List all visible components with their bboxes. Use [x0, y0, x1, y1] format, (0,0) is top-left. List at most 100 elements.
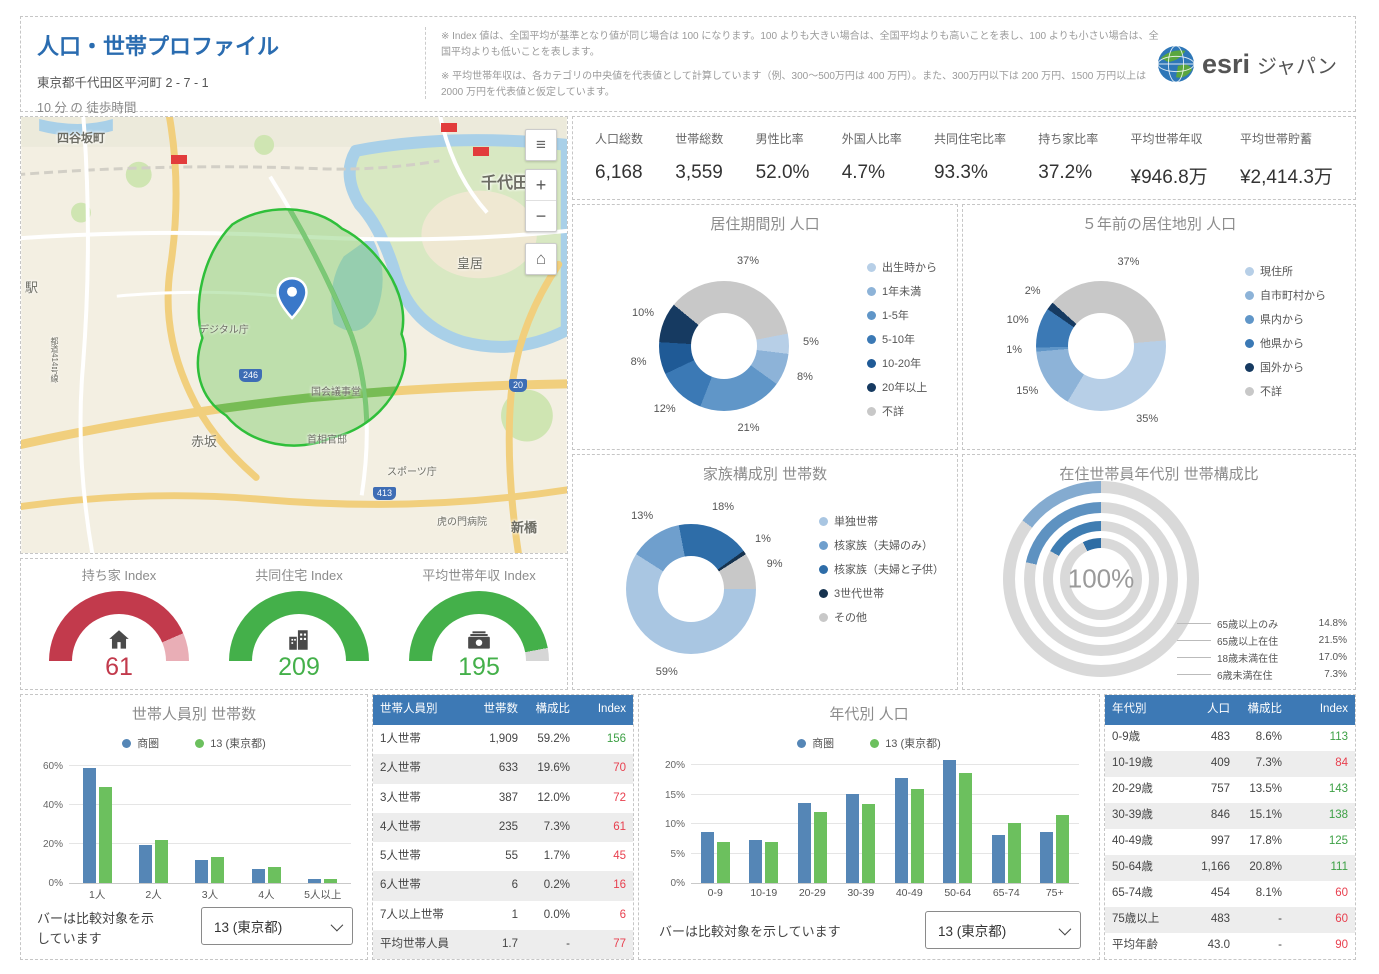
cell: 1: [465, 909, 525, 922]
cell: 6: [577, 909, 633, 922]
cell: 111: [1289, 861, 1355, 874]
age-panel: 年代別 人口 商圏13 (東京都) 0%5%10%15%20%0-910-192…: [638, 694, 1100, 960]
bar-商圏[interactable]: [139, 845, 152, 883]
leader-line: [1177, 674, 1211, 675]
bar-13 (東京都)[interactable]: [1008, 823, 1021, 883]
globe-icon: [1157, 45, 1195, 83]
bar-group: 4人: [252, 867, 281, 883]
legend-item: 商圏: [797, 735, 834, 751]
bar-13 (東京都)[interactable]: [862, 804, 875, 883]
legend-swatch: [797, 739, 806, 748]
bar-13 (東京都)[interactable]: [765, 842, 778, 883]
map-legend-button[interactable]: ≡: [525, 129, 557, 161]
ring-value: 21.5%: [1319, 635, 1347, 646]
bar-商圏[interactable]: [798, 803, 811, 883]
ring-legend-row: 65歳以上のみ14.8%: [1177, 615, 1347, 632]
legend-swatch: [819, 613, 828, 622]
stat-value: ¥2,414.3万: [1240, 162, 1333, 189]
family-legend: 単独世帯核家族（夫婦のみ）核家族（夫婦と子供）3世代世帯その他: [819, 513, 944, 625]
zoom-out-button[interactable]: −: [526, 201, 556, 231]
composition-ring-chart[interactable]: 100%: [1003, 481, 1199, 677]
map-canvas[interactable]: [21, 117, 567, 553]
donut-percent-label: 1%: [998, 344, 1030, 356]
bar-13 (東京都)[interactable]: [717, 842, 730, 883]
stat-label: 世帯総数: [675, 130, 723, 147]
legend-label: 他県から: [1260, 335, 1304, 351]
stat-label: 男性比率: [756, 130, 810, 147]
x-tick-label: 5人以上: [304, 887, 341, 902]
x-tick-label: 75+: [1046, 887, 1064, 899]
legend-item: 国外から: [1245, 359, 1326, 375]
cell: 72: [577, 792, 633, 805]
gauge-value: 209: [229, 653, 369, 682]
zoom-in-button[interactable]: +: [526, 170, 556, 200]
household-size-bar-chart[interactable]: 0%20%40%60%1人2人3人4人5人以上: [69, 765, 351, 884]
bar-商圏[interactable]: [846, 794, 859, 883]
gauge-owned-home: 持ち家 Index 61: [49, 565, 189, 682]
cell: 1.7: [465, 938, 525, 951]
table-row: 平均世帯人員1.7-77: [373, 930, 633, 959]
legend-item: 他県から: [1245, 335, 1326, 351]
bar-13 (東京都)[interactable]: [1056, 815, 1069, 883]
donut-percent-label: 8%: [623, 356, 655, 368]
donut-percent-label: 21%: [733, 422, 765, 434]
cell: 483: [1181, 731, 1237, 744]
legend-swatch: [1245, 387, 1254, 396]
bar-商圏[interactable]: [252, 869, 265, 883]
ring-label: 65歳以上のみ: [1217, 616, 1278, 631]
bar-13 (東京都)[interactable]: [155, 840, 168, 883]
bar-13 (東京都)[interactable]: [268, 867, 281, 883]
title-block: 人口・世帯プロファイル 東京都千代田区平河町 2 - 7 - 1 10 分 の …: [37, 29, 417, 116]
bar-13 (東京都)[interactable]: [99, 787, 112, 883]
legend-swatch: [867, 359, 876, 368]
family-donut-chart[interactable]: 59%13%18%1%9%: [626, 524, 756, 654]
bar-商圏[interactable]: [749, 840, 762, 883]
bar-13 (東京都)[interactable]: [959, 773, 972, 883]
bar-商圏[interactable]: [992, 835, 1005, 883]
household-table-panel: 世帯人員別世帯数構成比Index1人世帯1,90959.2%1562人世帯633…: [372, 694, 634, 960]
bar-商圏[interactable]: [308, 879, 321, 883]
cell: 997: [1181, 835, 1237, 848]
legend-item: その他: [819, 609, 944, 625]
cell: 45: [577, 850, 633, 863]
bar-商圏[interactable]: [83, 768, 96, 883]
stat-label: 共同住宅比率: [934, 130, 1006, 147]
stat-label: 人口総数: [595, 130, 643, 147]
legend-label: 国外から: [1260, 359, 1304, 375]
ring-label: 6歳未満在住: [1217, 667, 1273, 682]
bar-13 (東京都)[interactable]: [814, 812, 827, 883]
comparison-note: バーは比較対象を示しています: [659, 922, 841, 942]
cell: 0.2%: [525, 879, 577, 892]
cell: 50-64歳: [1105, 861, 1181, 874]
bar-13 (東京都)[interactable]: [211, 857, 224, 883]
gauge-income: 平均世帯年収 Index 195: [409, 565, 549, 682]
y-tick-label: 0%: [29, 878, 63, 889]
gauge-title: 共同住宅 Index: [229, 565, 369, 584]
section-title: 世帯人員別 世帯数: [21, 703, 367, 724]
home-extent-button[interactable]: ⌂: [525, 243, 557, 275]
cell: 757: [1181, 783, 1237, 796]
bar-商圏[interactable]: [701, 832, 714, 883]
comparison-select[interactable]: 13 (東京都): [201, 907, 353, 945]
stat-label: 持ち家比率: [1038, 130, 1098, 147]
comparison-select[interactable]: 13 (東京都): [925, 911, 1081, 949]
bar-13 (東京都)[interactable]: [911, 789, 924, 883]
residence-donut-chart[interactable]: 35%15%1%10%2%37%: [1036, 281, 1166, 411]
residence-legend: 現住所自市町村から県内から他県から国外から不詳: [1245, 263, 1326, 399]
donut-percent-label: 15%: [1011, 385, 1043, 397]
bar-13 (東京都)[interactable]: [324, 879, 337, 883]
donut-percent-label: 13%: [626, 510, 658, 522]
age-bar-chart[interactable]: 0%5%10%15%20%0-910-1920-2930-3940-4950-6…: [691, 765, 1079, 884]
bar-商圏[interactable]: [1040, 832, 1053, 883]
bar-商圏[interactable]: [895, 778, 908, 883]
cell: -: [525, 938, 577, 951]
duration-donut-chart[interactable]: 5%8%21%12%8%10%37%: [659, 281, 789, 411]
bar-商圏[interactable]: [943, 760, 956, 883]
legend-label: その他: [834, 609, 867, 625]
legend-label: 商圏: [812, 735, 834, 751]
age-table: 年代別人口構成比Index0-9歳4838.6%11310-19歳4097.3%…: [1105, 695, 1355, 959]
cell: 387: [465, 792, 525, 805]
cell: 409: [1181, 757, 1237, 770]
bar-商圏[interactable]: [195, 860, 208, 883]
stat-item: 世帯総数3,559: [675, 130, 723, 186]
